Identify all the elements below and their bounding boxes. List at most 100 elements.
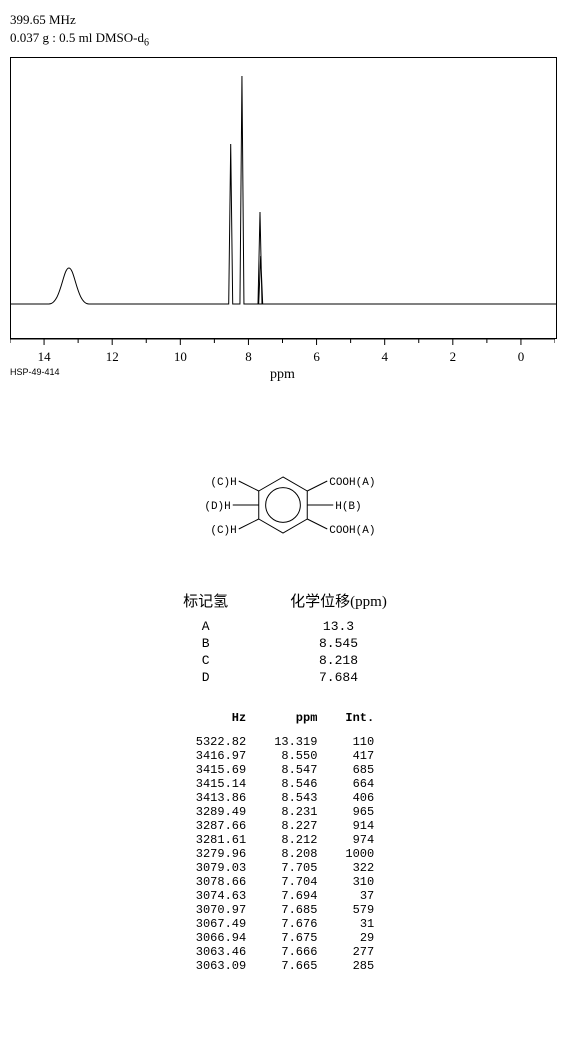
peak-row: 3063.467.666277 [182,945,388,959]
peak-col-ppm: ppm [260,711,331,735]
spectrum-canvas [11,58,556,338]
peak-cell: 579 [331,903,388,917]
peak-cell: 310 [331,875,388,889]
peak-cell: 8.550 [260,749,331,763]
peak-cell: 3281.61 [182,833,260,847]
peak-row: 3279.968.2081000 [182,847,388,861]
peak-cell: 322 [331,861,388,875]
peak-cell: 406 [331,791,388,805]
peak-cell: 277 [331,945,388,959]
peak-cell: 3079.03 [182,861,260,875]
peak-cell: 7.666 [260,945,331,959]
peak-cell: 3067.49 [182,917,260,931]
svg-text:2: 2 [450,349,457,364]
peak-cell: 3070.97 [182,903,260,917]
assign-head-ppm: 化学位移(ppm) [260,590,417,617]
frequency-label: 399.65 MHz [10,12,560,28]
peak-row: 3413.868.543406 [182,791,388,805]
peak-cell: 7.694 [260,889,331,903]
peak-row: 3415.698.547685 [182,763,388,777]
assign-label: D [153,670,258,685]
peak-cell: 7.676 [260,917,331,931]
assignment-row: A13.3 [153,619,417,634]
peak-cell: 8.546 [260,777,331,791]
svg-text:4: 4 [381,349,388,364]
peak-cell: 664 [331,777,388,791]
svg-text:COOH(A): COOH(A) [329,525,375,537]
peak-cell: 3063.09 [182,959,260,973]
peak-row: 3079.037.705322 [182,861,388,875]
assignment-row: B8.545 [153,636,417,651]
svg-text:10: 10 [174,349,187,364]
peak-row: 3067.497.67631 [182,917,388,931]
sample-subscript: 6 [144,38,149,49]
assign-label: A [153,619,258,634]
assign-ppm: 8.545 [260,636,417,651]
peak-cell: 13.319 [260,735,331,749]
peak-cell: 965 [331,805,388,819]
peak-cell: 5322.82 [182,735,260,749]
peak-col-hz: Hz [182,711,260,735]
svg-text:(C)H: (C)H [210,525,236,537]
peak-row: 3416.978.550417 [182,749,388,763]
assign-ppm: 8.218 [260,653,417,668]
peak-row: 3281.618.212974 [182,833,388,847]
assign-ppm: 7.684 [260,670,417,685]
peak-cell: 29 [331,931,388,945]
peak-cell: 1000 [331,847,388,861]
peak-cell: 8.547 [260,763,331,777]
peak-cell: 7.665 [260,959,331,973]
peak-col-int: Int. [331,711,388,735]
assignment-row: C8.218 [153,653,417,668]
assign-head-label: 标记氢 [153,590,258,617]
svg-text:COOH(A): COOH(A) [329,477,375,489]
molecule-canvas: (C)H COOH(A) (C)H COOH(A) (D)H H(B) [153,435,413,575]
x-axis: 14121086420 HSP-49-414 ppm [10,339,555,389]
peak-cell: 3078.66 [182,875,260,889]
peak-cell: 8.227 [260,819,331,833]
sample-label: 0.037 g : 0.5 ml DMSO-d6 [10,30,560,49]
svg-text:6: 6 [313,349,320,364]
peak-row: 3289.498.231965 [182,805,388,819]
peak-cell: 3416.97 [182,749,260,763]
svg-text:14: 14 [38,349,52,364]
peak-row: 3070.977.685579 [182,903,388,917]
peak-cell: 8.208 [260,847,331,861]
peak-cell: 3413.86 [182,791,260,805]
peak-row: 3074.637.69437 [182,889,388,903]
peak-cell: 914 [331,819,388,833]
peak-cell: 3415.69 [182,763,260,777]
peak-row: 3078.667.704310 [182,875,388,889]
peak-cell: 3287.66 [182,819,260,833]
peak-row: 3415.148.546664 [182,777,388,791]
peak-cell: 7.705 [260,861,331,875]
peak-cell: 8.543 [260,791,331,805]
assign-ppm: 13.3 [260,619,417,634]
peak-cell: 3415.14 [182,777,260,791]
svg-text:(C)H: (C)H [210,477,236,489]
peak-list-table: HzppmInt. 5322.8213.3191103416.978.55041… [182,711,388,973]
assignment-row: D7.684 [153,670,417,685]
peak-cell: 8.212 [260,833,331,847]
ppm-axis-label: ppm [10,367,555,383]
svg-text:0: 0 [518,349,525,364]
assign-label: B [153,636,258,651]
peak-cell: 8.231 [260,805,331,819]
peak-cell: 3063.46 [182,945,260,959]
peak-row: 5322.8213.319110 [182,735,388,749]
peak-cell: 110 [331,735,388,749]
peak-cell: 7.685 [260,903,331,917]
svg-text:12: 12 [106,349,119,364]
molecule-diagram: (C)H COOH(A) (C)H COOH(A) (D)H H(B) [10,435,555,580]
peak-cell: 3066.94 [182,931,260,945]
peak-row: 3287.668.227914 [182,819,388,833]
peak-row: 3063.097.665285 [182,959,388,973]
peak-row: 3066.947.67529 [182,931,388,945]
svg-text:(D)H: (D)H [204,501,230,513]
nmr-spectrum [10,57,557,339]
peak-cell: 285 [331,959,388,973]
svg-text:H(B): H(B) [335,501,361,513]
peak-cell: 685 [331,763,388,777]
peak-cell: 31 [331,917,388,931]
peak-cell: 37 [331,889,388,903]
